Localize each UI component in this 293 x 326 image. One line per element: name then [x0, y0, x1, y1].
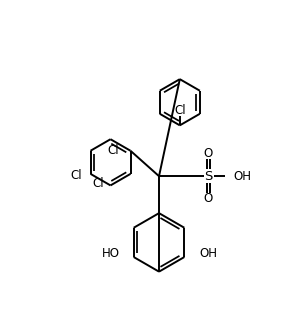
- Text: Cl: Cl: [174, 104, 186, 117]
- Text: O: O: [204, 192, 213, 205]
- Text: Cl: Cl: [108, 143, 120, 156]
- Text: OH: OH: [233, 170, 251, 183]
- Text: HO: HO: [102, 247, 120, 260]
- Text: S: S: [204, 170, 212, 183]
- Text: O: O: [204, 147, 213, 160]
- Text: Cl: Cl: [71, 169, 82, 182]
- Text: Cl: Cl: [92, 177, 104, 190]
- Text: OH: OH: [200, 247, 218, 260]
